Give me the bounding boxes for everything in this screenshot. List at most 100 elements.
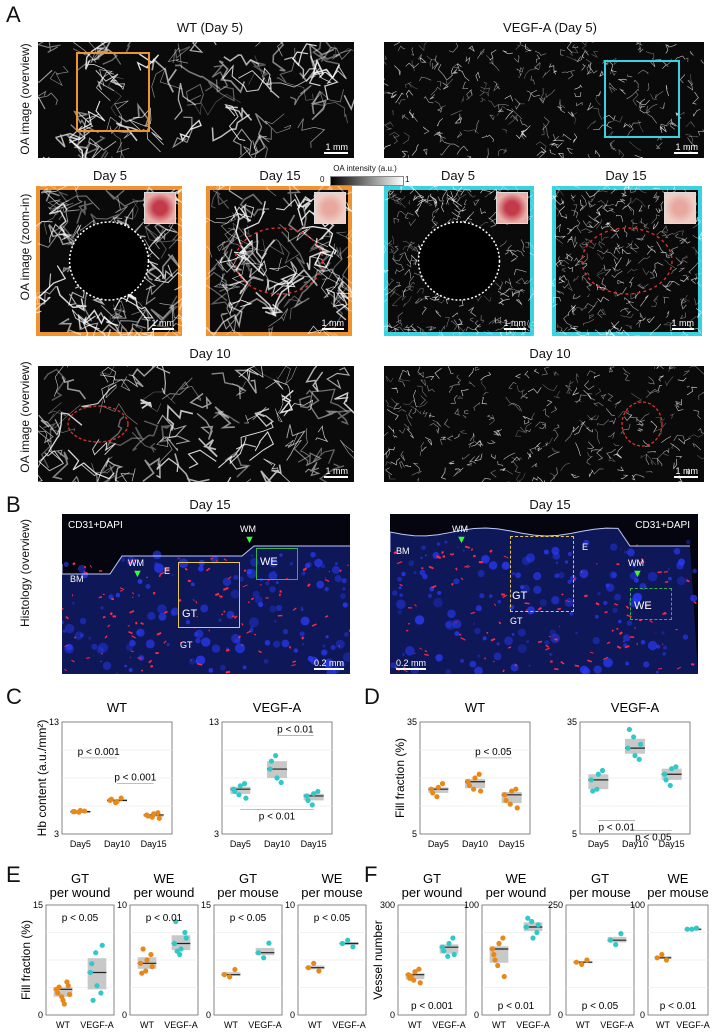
nucleus xyxy=(583,539,590,547)
vessel xyxy=(515,299,523,305)
vessel xyxy=(220,312,237,335)
cd31-vessel xyxy=(502,669,505,673)
vessel xyxy=(502,128,508,134)
vessel xyxy=(502,50,513,55)
cd31-vessel xyxy=(405,629,409,632)
vessel xyxy=(645,51,655,59)
vessel xyxy=(402,114,409,120)
zoom-box-orange xyxy=(76,52,150,132)
vessel xyxy=(504,95,513,102)
vessel xyxy=(654,262,664,269)
vessel xyxy=(487,440,496,445)
vessel xyxy=(455,205,464,213)
vessel xyxy=(597,309,605,318)
nucleus xyxy=(474,627,481,635)
vessel xyxy=(175,64,221,90)
vessel xyxy=(607,131,614,138)
vessel xyxy=(662,448,670,454)
vessel xyxy=(407,326,410,334)
vessel xyxy=(410,325,418,332)
cd31-vessel xyxy=(502,594,508,598)
data-point xyxy=(304,793,310,799)
cd31-vessel xyxy=(470,548,474,551)
vessel xyxy=(446,194,463,207)
vessel xyxy=(690,277,698,284)
vessel xyxy=(389,289,396,297)
cd31-vessel xyxy=(458,633,462,636)
data-point xyxy=(108,796,114,802)
vessel xyxy=(586,455,593,465)
vessel xyxy=(446,218,452,224)
vessel xyxy=(629,276,634,288)
vessel xyxy=(553,424,560,430)
vessel xyxy=(623,186,630,190)
vessel xyxy=(567,111,575,118)
nucleus xyxy=(96,646,104,654)
vessel xyxy=(474,453,483,462)
scale-bar: 1 mm xyxy=(324,142,348,154)
vessel xyxy=(229,267,264,286)
vessel xyxy=(614,401,620,409)
vessel xyxy=(687,468,689,475)
vessel xyxy=(440,467,446,480)
vessel xyxy=(264,113,292,134)
data-point xyxy=(236,792,242,798)
vessel xyxy=(262,276,305,316)
box xyxy=(588,774,609,790)
vessel xyxy=(618,409,630,418)
vessel xyxy=(659,125,667,133)
vessel xyxy=(276,193,302,211)
vessel xyxy=(582,253,588,265)
vessel xyxy=(450,110,463,116)
data-point xyxy=(502,792,508,798)
vessel xyxy=(218,60,246,94)
vessel xyxy=(514,98,525,105)
vessel xyxy=(573,420,586,436)
chart-title: GT xyxy=(591,871,609,886)
vessel xyxy=(314,102,348,124)
nucleus xyxy=(488,561,498,570)
vessel xyxy=(56,286,87,312)
vessel xyxy=(230,264,247,304)
x-tick-label: WT xyxy=(492,1020,506,1030)
chart-title: GT xyxy=(71,871,89,886)
vessel xyxy=(211,64,229,93)
nucleus xyxy=(275,604,283,612)
vessel xyxy=(78,112,99,131)
data-point xyxy=(631,734,637,740)
nucleus xyxy=(444,540,448,544)
y-tick-label: 3 xyxy=(54,829,59,839)
vessel xyxy=(480,50,485,56)
vessel xyxy=(511,108,523,120)
vessel xyxy=(385,399,393,408)
vessel xyxy=(131,366,157,388)
nucleus xyxy=(493,652,502,661)
vessel xyxy=(189,392,213,409)
vessel xyxy=(313,266,339,299)
vessel xyxy=(283,295,304,320)
vessel xyxy=(640,221,646,228)
cd31-vessel xyxy=(460,637,466,641)
vessel xyxy=(153,271,182,284)
vessel xyxy=(384,78,389,86)
vessel xyxy=(400,186,405,190)
nucleus xyxy=(77,564,86,573)
y-tick-label: 10 xyxy=(285,900,295,910)
vessel xyxy=(642,268,650,276)
zoom-vegf-day15: 1 mm xyxy=(552,186,702,336)
vessel xyxy=(38,431,63,456)
vessel xyxy=(687,386,690,388)
p-value: p < 0.001 xyxy=(114,773,156,784)
cd31-vessel xyxy=(218,595,223,598)
vessel xyxy=(610,142,617,151)
nucleus xyxy=(342,587,346,591)
nucleus xyxy=(603,600,608,606)
vessel xyxy=(648,376,655,385)
cd31-vessel xyxy=(451,582,454,586)
vessel xyxy=(438,330,444,336)
vessel xyxy=(489,114,495,121)
cd31-vessel xyxy=(490,637,496,642)
